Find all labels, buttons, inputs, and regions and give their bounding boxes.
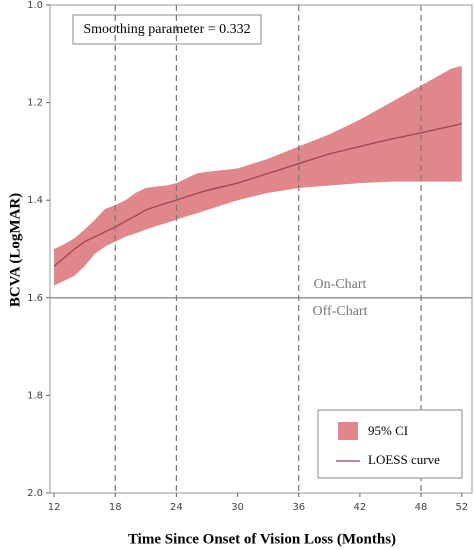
y-tick-label: 1.8	[27, 390, 43, 401]
legend-label: LOESS curve	[368, 452, 440, 467]
legend-label: 95% CI	[368, 423, 408, 438]
x-tick-label: 18	[109, 502, 122, 513]
annotation: Smoothing parameter = 0.332	[83, 22, 250, 37]
y-tick-label: 2.0	[27, 488, 43, 499]
x-tick-label: 42	[354, 502, 367, 513]
plot-frame	[49, 4, 473, 494]
ci-band	[54, 66, 462, 286]
x-tick-label: 30	[231, 502, 244, 513]
off-chart-label: Off-Chart	[313, 304, 368, 319]
x-tick-label: 24	[170, 502, 183, 513]
x-tick-label: 36	[292, 502, 305, 513]
y-tick-label: 1.4	[27, 195, 43, 206]
x-tick-label: 52	[455, 502, 468, 513]
on-chart-label: On-Chart	[314, 277, 367, 292]
x-tick-label: 12	[48, 502, 61, 513]
legend-swatch	[338, 422, 358, 440]
x-axis-label: Time Since Onset of Vision Loss (Months)	[128, 531, 396, 547]
annotation-box	[72, 14, 262, 45]
y-tick-label: 1.2	[27, 98, 43, 109]
legend-box	[317, 409, 463, 479]
y-axis-label: BCVA (LogMAR)	[7, 193, 23, 307]
x-tick-label: 48	[415, 502, 428, 513]
y-tick-label: 1.0	[27, 0, 43, 11]
y-tick-label: 1.6	[27, 293, 43, 304]
